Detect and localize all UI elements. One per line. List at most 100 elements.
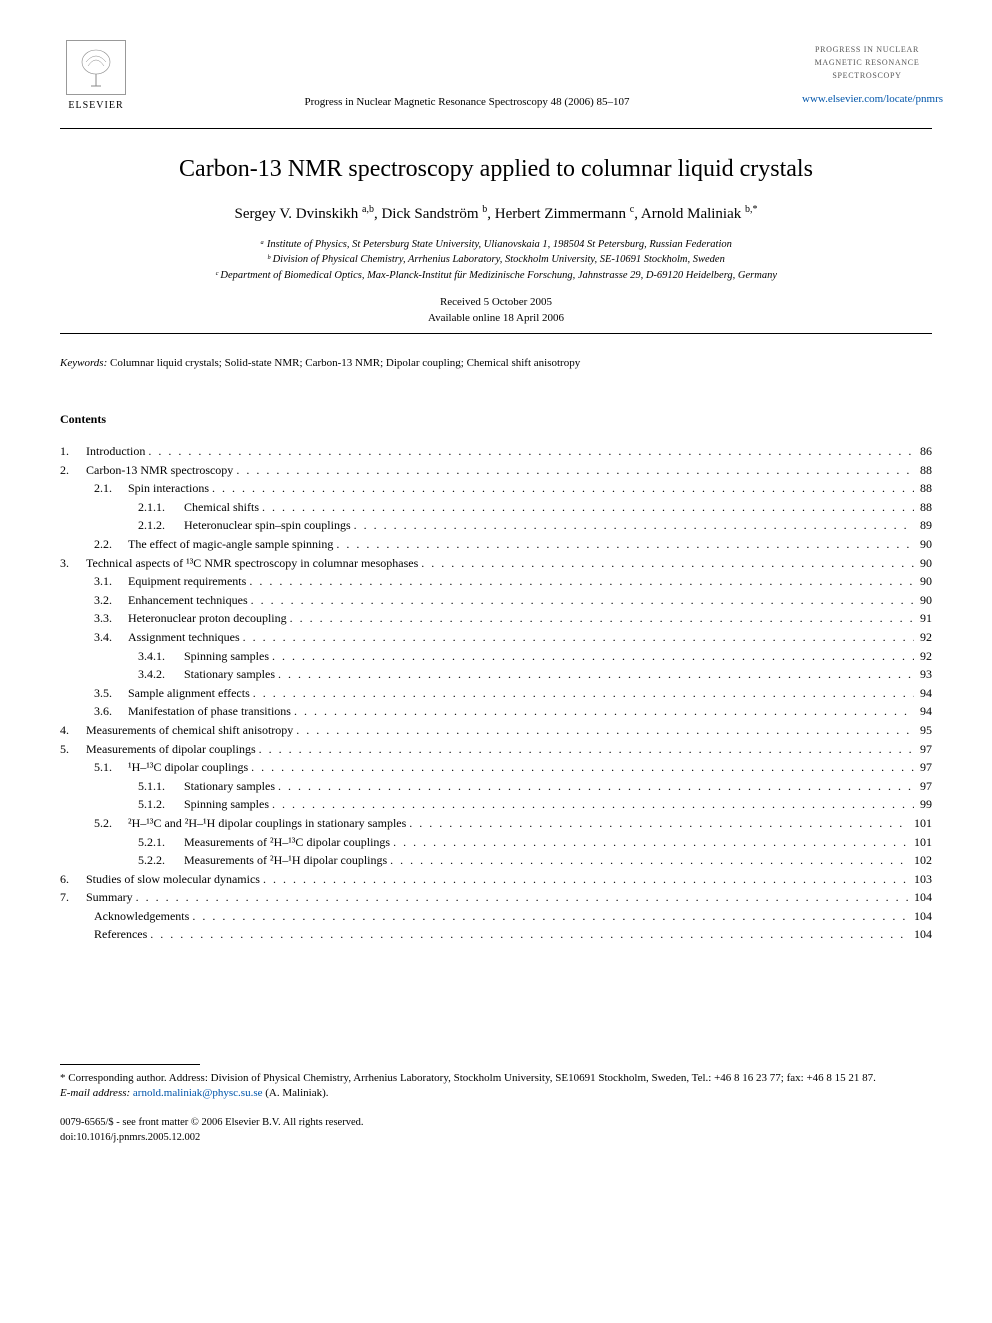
toc-entry[interactable]: 7.Summary . . . . . . . . . . . . . . . …	[60, 888, 932, 907]
toc-title: Equipment requirements	[128, 572, 246, 591]
toc-page: 99	[914, 795, 932, 814]
toc-page: 95	[914, 721, 932, 740]
toc-leader-dots: . . . . . . . . . . . . . . . . . . . . …	[246, 572, 914, 591]
toc-leader-dots: . . . . . . . . . . . . . . . . . . . . …	[275, 777, 914, 796]
toc-number: 2.2.	[94, 535, 128, 554]
toc-title: Chemical shifts	[184, 498, 259, 517]
toc-page: 97	[914, 740, 932, 759]
toc-title: ¹H–¹³C dipolar couplings	[128, 758, 248, 777]
contents-heading: Contents	[60, 411, 932, 428]
article-title: Carbon-13 NMR spectroscopy applied to co…	[60, 153, 932, 187]
toc-entry[interactable]: 5.1.¹H–¹³C dipolar couplings . . . . . .…	[60, 758, 932, 777]
toc-number: 3.6.	[94, 702, 128, 721]
toc-page: 97	[914, 758, 932, 777]
toc-leader-dots: . . . . . . . . . . . . . . . . . . . . …	[275, 665, 914, 684]
toc-title: Spin interactions	[128, 479, 209, 498]
toc-page: 88	[914, 479, 932, 498]
toc-page: 90	[914, 554, 932, 573]
toc-number: 3.1.	[94, 572, 128, 591]
keywords-text: Columnar liquid crystals; Solid-state NM…	[110, 357, 580, 369]
toc-entry[interactable]: 3.1.Equipment requirements . . . . . . .…	[60, 572, 932, 591]
toc-number: 5.1.1.	[138, 777, 184, 796]
toc-title: Studies of slow molecular dynamics	[86, 870, 260, 889]
toc-title: Spinning samples	[184, 647, 269, 666]
toc-leader-dots: . . . . . . . . . . . . . . . . . . . . …	[387, 851, 908, 870]
journal-url-link[interactable]: www.elsevier.com/locate/pnmrs	[802, 92, 932, 107]
toc-entry[interactable]: 5.2.1.Measurements of ²H–¹³C dipolar cou…	[60, 833, 932, 852]
toc-entry[interactable]: 2.Carbon-13 NMR spectroscopy . . . . . .…	[60, 461, 932, 480]
toc-page: 97	[914, 777, 932, 796]
toc-leader-dots: . . . . . . . . . . . . . . . . . . . . …	[287, 609, 914, 628]
toc-entry[interactable]: 3.2.Enhancement techniques . . . . . . .…	[60, 591, 932, 610]
toc-entry[interactable]: 5.1.2.Spinning samples . . . . . . . . .…	[60, 795, 932, 814]
toc-entry[interactable]: 6.Studies of slow molecular dynamics . .…	[60, 870, 932, 889]
toc-title: Acknowledgements	[94, 907, 189, 926]
toc-leader-dots: . . . . . . . . . . . . . . . . . . . . …	[351, 516, 914, 535]
toc-entry[interactable]: 3.5.Sample alignment effects . . . . . .…	[60, 684, 932, 703]
toc-number: 3.4.	[94, 628, 128, 647]
toc-leader-dots: . . . . . . . . . . . . . . . . . . . . …	[189, 907, 908, 926]
toc-title: Stationary samples	[184, 777, 275, 796]
toc-number: 3.4.2.	[138, 665, 184, 684]
toc-title: Technical aspects of ¹³C NMR spectroscop…	[86, 554, 418, 573]
toc-entry[interactable]: 3.3.Heteronuclear proton decoupling . . …	[60, 609, 932, 628]
journal-box-line: SPECTROSCOPY	[804, 70, 930, 83]
header-row: ELSEVIER Progress in Nuclear Magnetic Re…	[60, 40, 932, 120]
email-line: E-mail address: arnold.maliniak@physc.su…	[60, 1086, 932, 1101]
toc-title: References	[94, 925, 147, 944]
email-label: E-mail address:	[60, 1087, 130, 1099]
toc-number: 5.2.2.	[138, 851, 184, 870]
toc-entry[interactable]: 3.4.Assignment techniques . . . . . . . …	[60, 628, 932, 647]
table-of-contents: 1.Introduction . . . . . . . . . . . . .…	[60, 442, 932, 944]
toc-number: 5.	[60, 740, 86, 759]
toc-page: 102	[908, 851, 932, 870]
toc-number: 2.1.1.	[138, 498, 184, 517]
toc-entry[interactable]: 3.Technical aspects of ¹³C NMR spectrosc…	[60, 554, 932, 573]
toc-entry[interactable]: 3.4.2.Stationary samples . . . . . . . .…	[60, 665, 932, 684]
toc-page: 86	[914, 442, 932, 461]
journal-reference: Progress in Nuclear Magnetic Resonance S…	[132, 40, 802, 110]
rule-top	[60, 128, 932, 129]
toc-entry[interactable]: 5.1.1.Stationary samples . . . . . . . .…	[60, 777, 932, 796]
copyright-block: 0079-6565/$ - see front matter © 2006 El…	[60, 1116, 932, 1145]
toc-entry[interactable]: 5.Measurements of dipolar couplings . . …	[60, 740, 932, 759]
toc-title: Summary	[86, 888, 133, 907]
toc-leader-dots: . . . . . . . . . . . . . . . . . . . . …	[233, 461, 914, 480]
toc-entry[interactable]: 3.4.1.Spinning samples . . . . . . . . .…	[60, 647, 932, 666]
toc-entry[interactable]: References . . . . . . . . . . . . . . .…	[60, 925, 932, 944]
toc-leader-dots: . . . . . . . . . . . . . . . . . . . . …	[240, 628, 914, 647]
toc-page: 104	[908, 907, 932, 926]
toc-entry[interactable]: 4.Measurements of chemical shift anisotr…	[60, 721, 932, 740]
toc-entry[interactable]: 2.2.The effect of magic-angle sample spi…	[60, 535, 932, 554]
keywords-label: Keywords:	[60, 357, 107, 369]
toc-number: 4.	[60, 721, 86, 740]
affiliations: ᵃ Institute of Physics, St Petersburg St…	[60, 237, 932, 284]
toc-leader-dots: . . . . . . . . . . . . . . . . . . . . …	[133, 888, 908, 907]
toc-entry[interactable]: 3.6.Manifestation of phase transitions .…	[60, 702, 932, 721]
journal-cover-block: PROGRESS IN NUCLEAR MAGNETIC RESONANCE S…	[802, 40, 932, 108]
toc-leader-dots: . . . . . . . . . . . . . . . . . . . . …	[260, 870, 908, 889]
toc-leader-dots: . . . . . . . . . . . . . . . . . . . . …	[291, 702, 914, 721]
toc-number: 7.	[60, 888, 86, 907]
toc-number: 2.	[60, 461, 86, 480]
toc-page: 91	[914, 609, 932, 628]
toc-entry[interactable]: 2.1.1.Chemical shifts . . . . . . . . . …	[60, 498, 932, 517]
keywords-line: Keywords: Columnar liquid crystals; Soli…	[60, 356, 932, 371]
toc-title: ²H–¹³C and ²H–¹H dipolar couplings in st…	[128, 814, 406, 833]
toc-title: The effect of magic-angle sample spinnin…	[128, 535, 333, 554]
toc-leader-dots: . . . . . . . . . . . . . . . . . . . . …	[259, 498, 914, 517]
toc-number: 6.	[60, 870, 86, 889]
footnotes: * Corresponding author. Address: Divisio…	[60, 1071, 932, 1102]
toc-page: 94	[914, 702, 932, 721]
toc-leader-dots: . . . . . . . . . . . . . . . . . . . . …	[250, 684, 914, 703]
journal-cover-title: PROGRESS IN NUCLEAR MAGNETIC RESONANCE S…	[802, 40, 932, 86]
toc-entry[interactable]: Acknowledgements . . . . . . . . . . . .…	[60, 907, 932, 926]
toc-entry[interactable]: 1.Introduction . . . . . . . . . . . . .…	[60, 442, 932, 461]
toc-entry[interactable]: 2.1.2.Heteronuclear spin–spin couplings …	[60, 516, 932, 535]
toc-entry[interactable]: 2.1.Spin interactions . . . . . . . . . …	[60, 479, 932, 498]
email-link[interactable]: arnold.maliniak@physc.su.se	[133, 1087, 263, 1099]
toc-title: Spinning samples	[184, 795, 269, 814]
footnote-rule	[60, 1064, 200, 1065]
toc-entry[interactable]: 5.2.²H–¹³C and ²H–¹H dipolar couplings i…	[60, 814, 932, 833]
toc-entry[interactable]: 5.2.2.Measurements of ²H–¹H dipolar coup…	[60, 851, 932, 870]
